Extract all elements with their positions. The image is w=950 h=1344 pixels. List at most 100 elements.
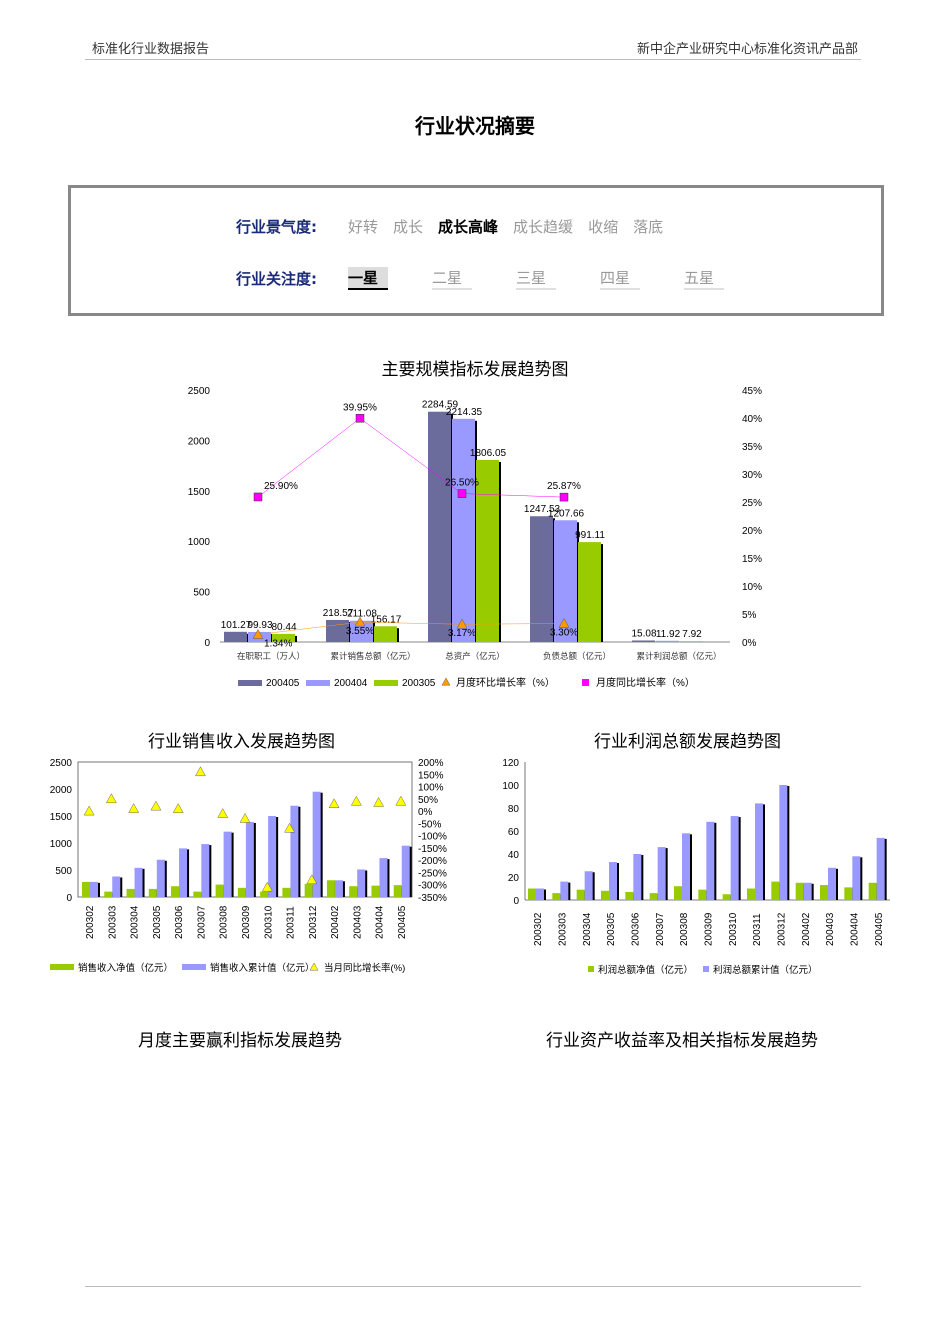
y2-tick-label: 25%	[742, 498, 762, 509]
bar	[90, 881, 98, 897]
y2-tick-label: 100%	[418, 783, 444, 794]
legend-label: 200305	[402, 678, 436, 689]
bar	[876, 837, 885, 900]
y-tick-label: 500	[55, 866, 72, 877]
series-line	[257, 621, 565, 635]
bar	[656, 640, 679, 642]
attention-label: 行业关注度:	[236, 270, 318, 288]
line-data-label: 25.87%	[547, 481, 581, 492]
bar	[649, 893, 658, 900]
y-tick-label: 500	[193, 588, 210, 599]
bar	[282, 887, 291, 897]
y-tick-label: 2000	[188, 436, 211, 447]
header-right: 新中企产业研究中心标准化资讯产品部	[636, 42, 858, 57]
y2-tick-label: -50%	[418, 819, 441, 830]
bar	[706, 821, 715, 900]
category-label: 负债总额（亿元）	[543, 651, 611, 661]
bar	[584, 871, 593, 900]
legend-swatch	[306, 680, 330, 686]
category-label: 200403	[352, 905, 363, 939]
y-tick-label: 1000	[50, 839, 73, 850]
attention-row: 行业关注度: 一星 二星 三星 四星 五星	[236, 267, 768, 290]
legend-swatch	[703, 966, 709, 972]
point-marker	[457, 489, 467, 498]
bar-data-label: 80.44	[271, 622, 296, 633]
bar	[452, 418, 475, 642]
bar	[401, 845, 410, 897]
bar	[304, 884, 313, 897]
line-data-label: 1.34%	[264, 638, 292, 649]
bar	[326, 880, 335, 897]
bar	[552, 893, 561, 900]
bar	[215, 884, 224, 897]
bar	[578, 542, 601, 642]
climate-option: 成长高峰	[438, 218, 499, 236]
y2-tick-label: 35%	[742, 442, 762, 453]
bar-data-label: 991.11	[575, 530, 605, 541]
climate-option: 成长趋缓	[513, 218, 574, 236]
point-marker	[261, 881, 273, 892]
category-label: 200405	[874, 912, 885, 946]
bar	[334, 880, 343, 897]
climate-label: 行业景气度:	[236, 218, 318, 236]
chart3-title: 行业利润总额发展趋势图	[594, 732, 781, 752]
bar	[747, 888, 755, 900]
point-marker	[253, 492, 263, 502]
bar	[576, 889, 585, 900]
bar	[844, 887, 853, 900]
point-marker	[350, 795, 362, 806]
bar	[820, 885, 828, 900]
point-marker	[239, 813, 251, 823]
legend-label: 当月同比增长率(%)	[324, 962, 405, 974]
y2-tick-label: -100%	[418, 832, 447, 843]
profit-total-chart: 0 20 40 60 80 100 120 200302 200303 200304 200305 2…	[502, 758, 890, 976]
category-label: 200303	[558, 912, 569, 946]
category-label: 总资产（亿元）	[445, 651, 505, 661]
bar	[868, 882, 877, 900]
chart1-title: 主要规模指标发展趋势图	[381, 360, 569, 380]
attention-options: 一星 二星 三星 四星 五星	[348, 267, 768, 290]
bar	[260, 891, 269, 897]
scale-indicators-chart: 0 500 1000 1500 2000 2500 0% 5% 10% 15% 20% 25% 30% 3…	[188, 386, 762, 689]
bar	[268, 816, 277, 897]
y2-tick-label: 150%	[418, 770, 444, 781]
y-tick-label: 2000	[50, 785, 73, 796]
attention-option: 五星	[684, 267, 724, 290]
category-label: 200404	[375, 905, 386, 939]
bar-data-label: 7.92	[682, 629, 702, 640]
bar	[379, 858, 388, 897]
bar	[755, 803, 763, 900]
bar	[349, 886, 358, 897]
bar	[428, 411, 451, 642]
climate-option: 成长	[393, 218, 424, 236]
bar	[371, 885, 380, 897]
bar	[201, 844, 210, 897]
bar	[134, 867, 143, 897]
category-label: 200312	[308, 905, 319, 939]
header-divider	[85, 59, 861, 60]
point-marker	[150, 800, 162, 811]
y2-tick-label: -300%	[418, 881, 447, 892]
bar	[852, 856, 861, 900]
bar-data-label: 1247.53	[524, 504, 561, 515]
point-marker	[559, 492, 569, 502]
y2-tick-label: 45%	[742, 386, 762, 397]
bar	[148, 888, 157, 897]
bar	[171, 886, 180, 897]
category-label: 200309	[704, 912, 715, 946]
point-marker	[252, 629, 264, 639]
climate-option: 好转	[348, 218, 379, 236]
point-marker	[395, 795, 407, 806]
y2-tick-label: 0%	[418, 807, 433, 818]
bar-data-label: 1207.66	[548, 508, 585, 519]
bar	[393, 885, 402, 897]
summary-box: 行业景气度: 好转 成长 成长高峰 成长趋缓 收缩 落底 行业关注度: 一星 二星 三星 四星 五…	[68, 185, 884, 316]
category-label: 200302	[533, 912, 544, 946]
y2-tick-label: -200%	[418, 856, 447, 867]
y-tick-label: 80	[508, 804, 520, 815]
y-tick-label: 60	[508, 827, 520, 838]
attention-option: 二星	[432, 267, 472, 290]
point-marker	[558, 618, 570, 628]
legend-label: 月度环比增长率（%）	[456, 676, 555, 689]
attention-option: 一星	[348, 267, 388, 290]
